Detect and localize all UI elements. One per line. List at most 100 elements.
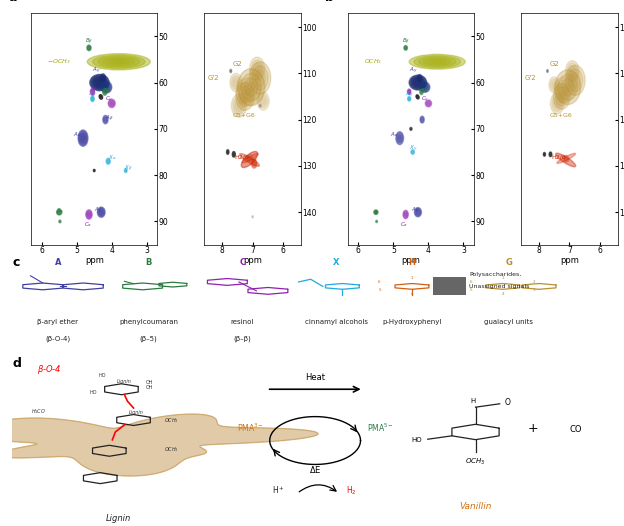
Ellipse shape [375, 211, 377, 213]
Ellipse shape [565, 65, 585, 95]
Ellipse shape [241, 73, 261, 101]
Ellipse shape [409, 75, 427, 90]
Ellipse shape [93, 77, 106, 88]
Text: $B_\beta$: $B_\beta$ [85, 37, 93, 47]
Text: $C_\alpha$: $C_\alpha$ [84, 220, 92, 229]
Text: 1: 1 [411, 276, 413, 280]
Ellipse shape [253, 162, 255, 165]
Text: $X_\gamma$: $X_\gamma$ [404, 90, 413, 100]
Text: $X_\gamma$: $X_\gamma$ [409, 144, 417, 154]
Ellipse shape [553, 84, 570, 109]
Text: Vanillin: Vanillin [459, 502, 492, 511]
Ellipse shape [92, 90, 93, 93]
Ellipse shape [90, 88, 95, 95]
Ellipse shape [230, 69, 232, 73]
Ellipse shape [104, 89, 106, 94]
Ellipse shape [100, 96, 102, 99]
Text: $A_\beta$: $A_\beta$ [411, 206, 419, 216]
Text: $X_\gamma$: $X_\gamma$ [88, 90, 96, 100]
Text: $B_\alpha$: $B_\alpha$ [104, 86, 112, 95]
Ellipse shape [227, 150, 229, 154]
Ellipse shape [87, 211, 91, 218]
Ellipse shape [432, 60, 442, 63]
Ellipse shape [250, 57, 265, 80]
Ellipse shape [549, 77, 560, 93]
Ellipse shape [417, 97, 418, 98]
Ellipse shape [557, 80, 573, 99]
Text: Unassigned signals: Unassigned signals [469, 284, 530, 289]
Text: $A_\gamma$: $A_\gamma$ [92, 66, 101, 76]
Ellipse shape [110, 102, 113, 105]
Ellipse shape [107, 159, 110, 163]
Ellipse shape [416, 210, 420, 215]
Ellipse shape [421, 118, 423, 121]
Ellipse shape [257, 92, 269, 110]
Ellipse shape [243, 93, 247, 100]
Ellipse shape [90, 96, 94, 102]
Ellipse shape [232, 151, 235, 157]
Ellipse shape [125, 170, 126, 171]
Ellipse shape [549, 152, 552, 157]
Ellipse shape [244, 78, 258, 96]
Ellipse shape [555, 87, 568, 106]
Ellipse shape [556, 153, 576, 167]
Ellipse shape [86, 210, 92, 219]
Ellipse shape [397, 135, 402, 141]
Text: Lignin: Lignin [117, 379, 132, 384]
Ellipse shape [100, 96, 102, 99]
Ellipse shape [544, 154, 545, 155]
Ellipse shape [242, 85, 254, 99]
Text: $H_3CO$: $H_3CO$ [31, 407, 46, 416]
Ellipse shape [102, 77, 104, 79]
Text: G2: G2 [550, 62, 559, 67]
Text: $X_\alpha$: $X_\alpha$ [109, 153, 117, 162]
Ellipse shape [404, 212, 407, 217]
Text: H$_2$: H$_2$ [346, 484, 357, 497]
Ellipse shape [102, 83, 110, 92]
Text: $X_\beta$: $X_\beta$ [124, 164, 132, 175]
Ellipse shape [92, 55, 145, 68]
Ellipse shape [81, 135, 85, 141]
Ellipse shape [409, 98, 410, 99]
Text: guaiacyl units: guaiacyl units [484, 319, 534, 325]
Ellipse shape [233, 78, 239, 87]
Ellipse shape [410, 127, 412, 130]
Ellipse shape [104, 84, 109, 90]
Ellipse shape [248, 83, 255, 92]
Ellipse shape [404, 46, 407, 49]
Ellipse shape [416, 82, 419, 84]
Ellipse shape [569, 66, 576, 76]
Polygon shape [0, 414, 318, 476]
Ellipse shape [417, 96, 419, 99]
Ellipse shape [101, 82, 112, 93]
Ellipse shape [109, 100, 114, 106]
Text: CO: CO [569, 425, 582, 434]
Text: 3: 3 [443, 288, 446, 292]
Ellipse shape [94, 169, 95, 171]
Ellipse shape [237, 69, 265, 106]
Ellipse shape [91, 89, 94, 94]
Ellipse shape [544, 153, 545, 156]
Text: PMA$^{5-}$: PMA$^{5-}$ [366, 421, 394, 434]
Ellipse shape [416, 209, 421, 216]
Text: $A_\gamma$: $A_\gamma$ [409, 66, 417, 76]
Text: G: G [505, 258, 512, 267]
Ellipse shape [412, 78, 424, 87]
Ellipse shape [248, 157, 251, 160]
Ellipse shape [414, 56, 461, 68]
Text: $\Delta$E: $\Delta$E [309, 464, 321, 475]
Ellipse shape [101, 75, 105, 81]
Ellipse shape [420, 89, 423, 95]
Text: 2: 2 [443, 280, 446, 285]
Text: resinol: resinol [231, 319, 254, 325]
Ellipse shape [420, 82, 430, 92]
Ellipse shape [407, 89, 411, 95]
Ellipse shape [419, 77, 421, 79]
Ellipse shape [100, 95, 102, 98]
Ellipse shape [88, 213, 90, 216]
Text: H$^+$: H$^+$ [273, 484, 285, 495]
Ellipse shape [550, 79, 558, 91]
Ellipse shape [555, 70, 581, 105]
Ellipse shape [259, 104, 261, 107]
Ellipse shape [92, 98, 93, 100]
